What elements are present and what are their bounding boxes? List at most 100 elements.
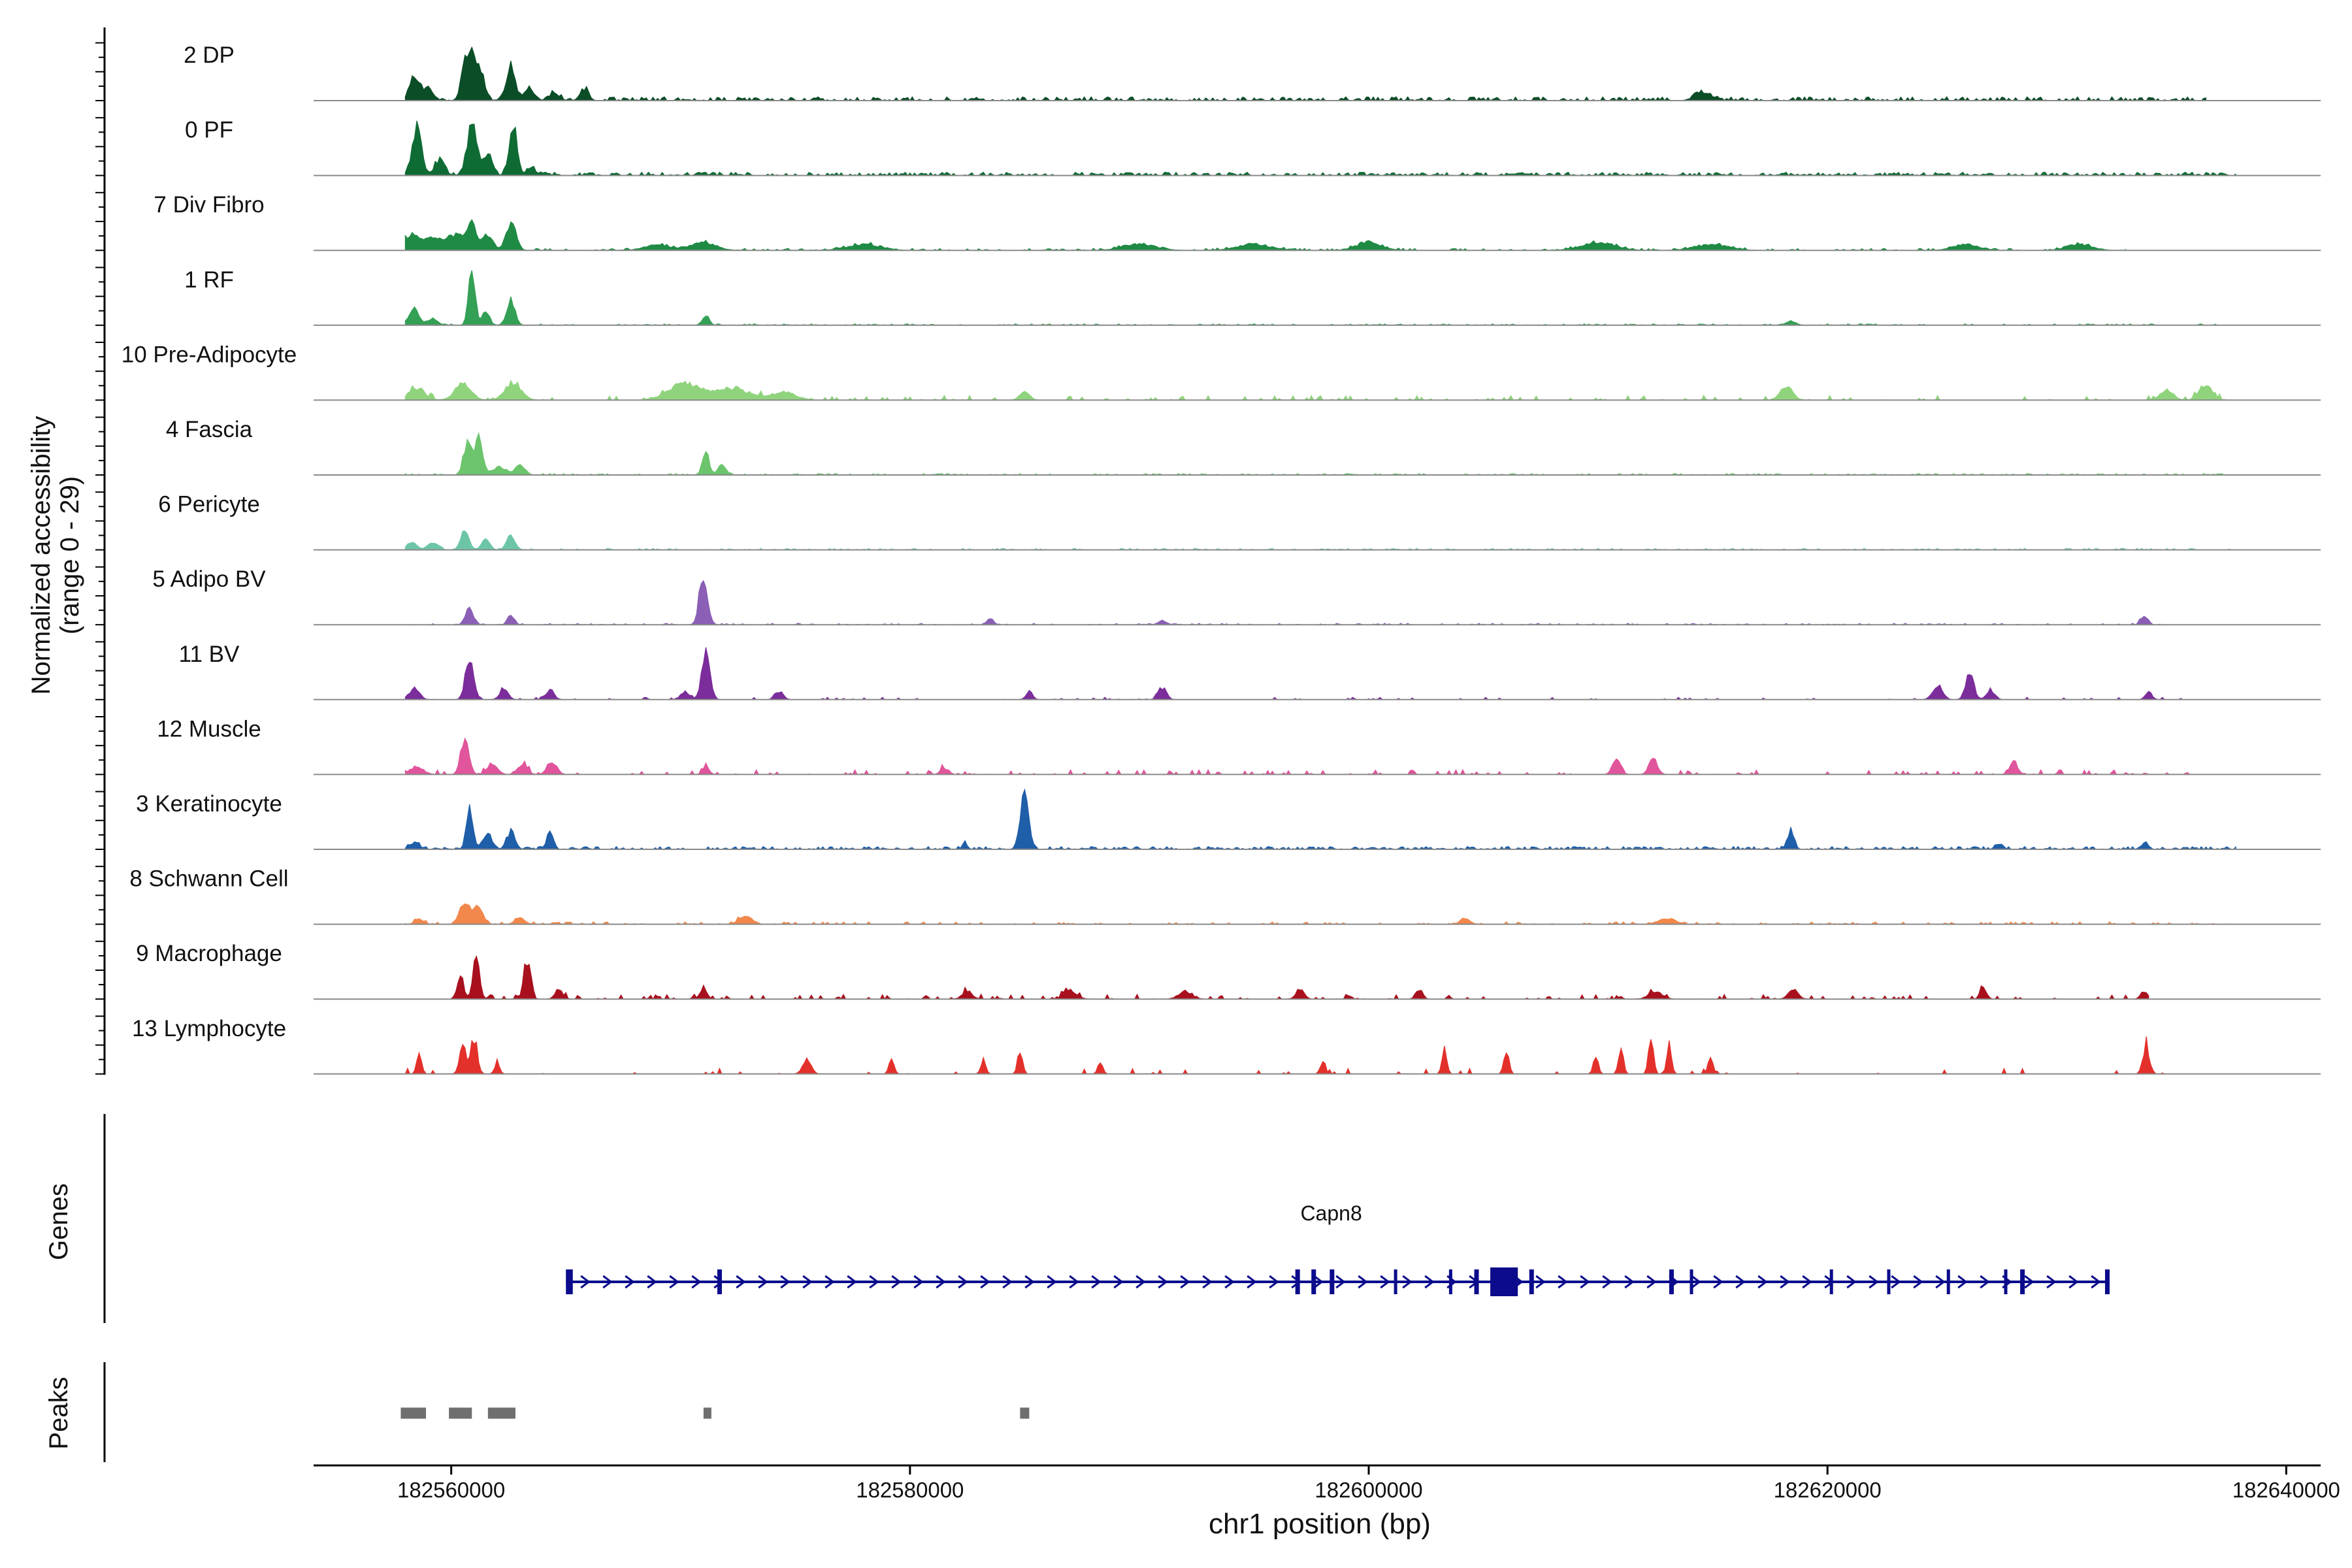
peaks-track-label: Peaks — [44, 1377, 73, 1449]
strand-arrow — [1980, 1275, 1990, 1289]
strand-arrow — [1735, 1275, 1746, 1289]
track-signal — [451, 955, 2149, 1000]
gene-exon — [1311, 1269, 1316, 1294]
x-tick-label: 182580000 — [856, 1478, 964, 1502]
strand-arrow — [1780, 1275, 1790, 1289]
strand-arrow — [1069, 1275, 1079, 1289]
y-axis — [95, 27, 106, 1462]
track-label: 13 Lymphocyte — [132, 1016, 286, 1041]
track-label: 2 DP — [184, 42, 235, 68]
strand-arrow — [2068, 1275, 2079, 1289]
strand-arrow — [1380, 1275, 1390, 1289]
track-signal — [404, 379, 2236, 401]
strand-arrow — [2091, 1275, 2101, 1289]
strand-arrow — [1158, 1275, 1168, 1289]
track-signal — [404, 737, 2206, 776]
strand-arrow — [1269, 1275, 1279, 1289]
coverage-tracks: 2 DP 0 PF 7 Div Fibro 1 RF 10 Pre-Adipocyte 4… — [122, 42, 2321, 1075]
peak-region — [400, 1407, 427, 1419]
strand-arrow — [691, 1275, 702, 1289]
strand-arrow — [1113, 1275, 1124, 1289]
strand-arrow — [825, 1275, 835, 1289]
strand-arrow — [713, 1275, 724, 1289]
track-label: 6 Pericyte — [158, 492, 260, 517]
gene-exon — [1474, 1269, 1479, 1294]
strand-arrow — [936, 1275, 946, 1289]
track-signal — [404, 46, 2207, 102]
gene-exon — [1330, 1269, 1335, 1294]
strand-arrow — [2024, 1275, 2034, 1289]
strand-arrow — [1580, 1275, 1590, 1289]
genes-track: Capn8 — [566, 1201, 2110, 1296]
y-axis-title: Normalized accessibility — [27, 416, 56, 695]
track-label: 8 Schwann Cell — [129, 866, 288, 892]
strand-arrow — [958, 1275, 968, 1289]
strand-arrow — [625, 1275, 635, 1289]
gene-name: Capn8 — [1300, 1201, 1362, 1225]
x-tick-label: 182560000 — [397, 1478, 505, 1502]
track-signal — [404, 531, 2236, 551]
track-1-rf: 1 RF — [184, 267, 2321, 326]
strand-arrow — [847, 1275, 857, 1289]
gene-exon — [1448, 1269, 1452, 1294]
strand-arrow — [780, 1275, 791, 1289]
track-6-pericyte: 6 Pericyte — [158, 492, 2321, 551]
track-3-keratinocyte: 3 Keratinocyte — [136, 788, 2321, 850]
strand-arrow — [736, 1275, 746, 1289]
strand-arrow — [669, 1275, 679, 1289]
strand-arrow — [1602, 1275, 1612, 1289]
strand-arrow — [1713, 1275, 1723, 1289]
peak-region — [449, 1407, 472, 1419]
gene-exon — [717, 1269, 722, 1294]
x-tick-label: 182640000 — [2232, 1478, 2340, 1502]
strand-arrow — [1002, 1275, 1013, 1289]
track-signal — [404, 432, 2236, 476]
strand-arrow — [580, 1275, 591, 1289]
track-signal — [405, 580, 2161, 625]
strand-arrow — [1224, 1275, 1235, 1289]
strand-arrow — [1135, 1275, 1146, 1289]
track-label: 9 Macrophage — [136, 941, 282, 966]
strand-arrow — [802, 1275, 813, 1289]
strand-arrow — [891, 1275, 902, 1289]
track-signal — [404, 647, 2217, 700]
track-9-macrophage: 9 Macrophage — [136, 941, 2321, 1000]
strand-arrow — [1802, 1275, 1812, 1289]
strand-arrow — [1247, 1275, 1257, 1289]
strand-arrow — [647, 1275, 657, 1289]
strand-arrow — [1558, 1275, 1568, 1289]
strand-arrow — [1757, 1275, 1768, 1289]
strand-arrow — [1091, 1275, 1102, 1289]
peaks-track — [400, 1407, 1030, 1419]
track-2-dp: 2 DP — [184, 42, 2321, 102]
gene-exon — [1295, 1269, 1300, 1294]
peak-region — [487, 1407, 515, 1419]
gene-exon — [1669, 1269, 1674, 1294]
track-0-pf: 0 PF — [185, 118, 2321, 176]
strand-arrow — [1358, 1275, 1368, 1289]
track-signal — [404, 903, 2236, 925]
track-4-fascia: 4 Fascia — [166, 417, 2321, 476]
track-7-div-fibro: 7 Div Fibro — [154, 192, 2321, 252]
track-label: 4 Fascia — [166, 417, 253, 442]
track-10-pre-adipocyte: 10 Pre-Adipocyte — [122, 342, 2321, 401]
strand-arrow — [1180, 1275, 1190, 1289]
strand-arrow — [1957, 1275, 1968, 1289]
strand-arrow — [869, 1275, 879, 1289]
gene-exon — [1394, 1269, 1397, 1294]
strand-arrow — [758, 1275, 768, 1289]
track-label: 7 Div Fibro — [154, 192, 264, 218]
track-12-muscle: 12 Muscle — [157, 716, 2321, 776]
genes-track-label: Genes — [44, 1183, 73, 1260]
track-signal — [404, 1036, 2172, 1075]
gene-exon — [1490, 1267, 1518, 1296]
x-tick-label: 182600000 — [1315, 1478, 1422, 1502]
track-8-schwann-cell: 8 Schwann Cell — [129, 866, 2321, 925]
strand-arrow — [1313, 1275, 1324, 1289]
strand-arrow — [980, 1275, 990, 1289]
track-11-bv: 11 BV — [179, 642, 2321, 700]
track-label: 3 Keratinocyte — [136, 791, 282, 817]
x-axis: 182560000 182580000 182600000 182620000 1826… — [314, 1464, 2340, 1502]
strand-arrow — [1846, 1275, 1857, 1289]
strand-arrow — [1935, 1275, 1946, 1289]
